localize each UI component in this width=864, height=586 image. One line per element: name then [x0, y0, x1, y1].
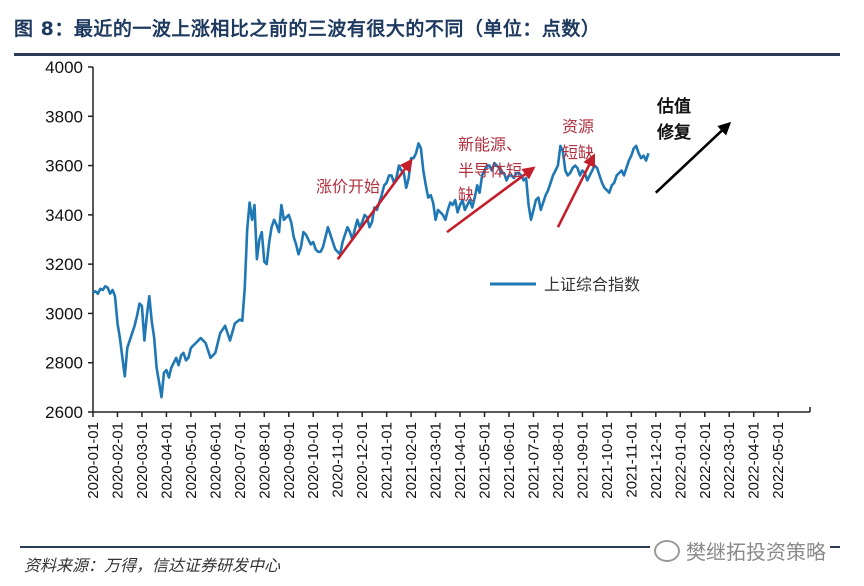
x-tick-label: 2020-12-01 [354, 422, 371, 499]
x-tick-label: 2021-05-01 [477, 422, 494, 499]
annotation-label: 估值修复 [656, 96, 692, 143]
x-tick-label: 2020-06-01 [207, 422, 224, 499]
y-tick-label: 2800 [45, 354, 83, 373]
title-rule [14, 53, 840, 56]
x-tick-label: 2020-05-01 [183, 422, 200, 499]
x-tick-label: 2021-01-01 [379, 422, 396, 499]
annotation-label: 新能源、半导体短缺 [458, 135, 522, 204]
x-tick-label: 2022-05-01 [770, 422, 787, 499]
series-layer [92, 0, 686, 399]
annotation-arrow [654, 121, 732, 194]
annotation-arrow [336, 158, 413, 260]
x-tick-label: 2020-03-01 [134, 422, 151, 499]
x-tick-label: 2020-10-01 [305, 422, 322, 499]
x-tick-label: 2021-10-01 [599, 422, 616, 499]
annotation-label: 涨价开始 [316, 177, 380, 196]
x-tick-label: 2021-11-01 [623, 422, 640, 498]
annotation-label: 资源短缺 [562, 117, 594, 162]
source-note: 资料来源：万得，信达证券研发中心 [24, 556, 281, 575]
x-tick-label: 2020-09-01 [281, 422, 298, 499]
x-tick-label: 2021-06-01 [501, 422, 518, 499]
y-tick-label: 3600 [45, 157, 83, 176]
footer-rule [20, 546, 840, 548]
x-tick-label: 2022-03-01 [721, 422, 738, 499]
series-line-shanghai-composite [92, 142, 650, 399]
y-tick-label: 3200 [45, 255, 83, 274]
annotation-arrow [556, 153, 595, 228]
x-axis-ticks: 2020-01-01 2020-02-01 2020-03-01 2020-04-01… [85, 412, 787, 499]
watermark: 樊继拓投资策略 [650, 536, 830, 565]
x-tick-label: 2020-11-01 [330, 422, 347, 498]
x-tick-label: 2021-08-01 [550, 422, 567, 499]
y-tick-label: 3400 [45, 206, 83, 225]
y-tick-label: 3000 [45, 304, 83, 323]
y-tick-label: 3800 [45, 107, 83, 126]
x-tick-label: 2022-02-01 [697, 422, 714, 499]
x-tick-label: 2022-01-01 [672, 422, 689, 499]
x-tick-label: 2020-01-01 [85, 422, 102, 499]
legend: 上证综合指数 [490, 275, 640, 294]
y-axis-ticks: 2600 2800 3000 3200 3400 3600 3800 4000 [45, 58, 93, 422]
x-tick-label: 2021-02-01 [403, 422, 420, 499]
watermark-text: 樊继拓投资策略 [686, 540, 826, 564]
x-tick-label: 2020-08-01 [256, 422, 273, 499]
axes [92, 67, 811, 413]
x-tick-label: 2021-12-01 [648, 422, 665, 499]
x-tick-label: 2022-04-01 [746, 422, 763, 499]
legend-label: 上证综合指数 [544, 275, 640, 294]
y-tick-label: 4000 [45, 58, 83, 77]
x-tick-label: 2021-07-01 [525, 422, 542, 499]
x-tick-label: 2020-07-01 [232, 422, 249, 499]
x-tick-label: 2021-09-01 [574, 422, 591, 499]
y-tick-label: 2600 [45, 403, 83, 422]
annotation-arrow [446, 166, 536, 234]
wechat-icon [654, 540, 680, 562]
x-tick-label: 2020-04-01 [158, 422, 175, 499]
x-tick-label: 2021-04-01 [452, 422, 469, 499]
annotations-layer: 涨价开始 新能源、半导体短缺 资源短缺 估值修复 [316, 96, 732, 260]
x-tick-label: 2021-03-01 [428, 422, 445, 499]
chart-title: 图 8：最近的一波上涨相比之前的三波有很大的不同（单位：点数） [14, 18, 601, 40]
x-tick-label: 2020-02-01 [109, 422, 126, 499]
